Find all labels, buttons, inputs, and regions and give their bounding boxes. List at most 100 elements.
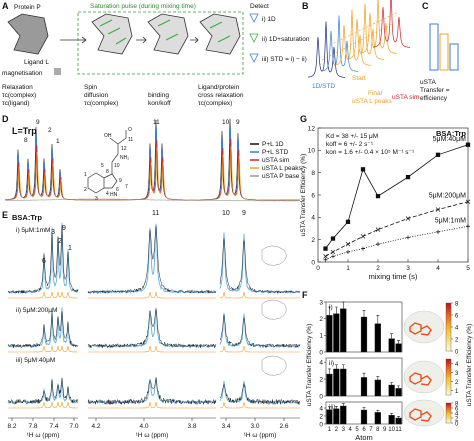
colorbar-tick-label: 2 [455,337,459,343]
colorbar-tick-label: 2 [455,416,459,422]
structure-label: 7 [125,184,128,190]
legend-label: P+L 1D [262,141,284,148]
x-tick-label: 3.0 [250,423,259,430]
label: magnetisation [2,70,43,77]
spectrum [219,291,300,299]
spectrum [320,15,358,72]
panel-sub-label: i) [329,304,333,311]
series-label: 5μM:1mM [435,217,466,224]
colorbar-tick-label: 2 [455,380,459,386]
structure-label: OH [104,133,112,139]
spectrum [87,223,217,295]
guide [321,11,399,61]
x-tick-label: 2.6 [279,423,288,430]
peak-label: 2 [58,238,62,245]
colorbar-tick-label: 6 [455,313,459,319]
colorbar [445,358,452,396]
x-axis-label: mixing time (s) [369,272,418,281]
label: τc(ligand) [2,100,30,107]
x-tick-label: 2 [376,265,380,272]
x-tick-label: 5 [466,265,470,272]
y-tick-label: 2 [319,413,323,420]
x-axis-label: ¹H ω (ppm) [244,432,277,439]
spectrum [88,291,216,299]
structure-label: O [128,127,132,133]
series-label: 5μM:40μM [433,136,467,143]
label: Transfer = [420,87,450,94]
y-tick-label: 4 [319,405,323,412]
peak-label: 9 [236,119,240,126]
x-tick-label: 2 [335,427,339,433]
marker [323,257,328,262]
label: 1D/STD [312,83,335,90]
x-tick-label: 10 [388,427,395,433]
bar [395,417,402,425]
spectrum [7,225,79,294]
label: cross relaxation [198,92,244,99]
spectrum [8,401,78,409]
y-tick-label: 0 [311,259,315,266]
colorbar [445,302,452,352]
colorbar [445,402,452,424]
spectrum [87,377,217,406]
spectrum [87,225,217,294]
marker [323,254,328,259]
bar [333,313,340,353]
colorbar-tick-label: 8 [455,401,459,407]
label: τc(complex) [84,100,118,107]
peak-label: 1 [68,245,72,252]
peak-label: 3 [51,229,55,236]
structure-label: 6 [116,187,119,193]
structure-label: 10 [114,163,120,169]
marker [346,249,350,254]
y-tick-label: 8 [311,170,315,177]
structure-label: 2 [84,187,87,193]
peak-label: 11 [153,119,160,126]
spectrum [7,307,79,348]
bar [360,377,368,397]
x-tick-label: 8 [376,427,380,433]
x-axis-label: Atom [355,433,373,441]
x-tick-label: 11 [395,427,402,433]
error-bar [341,403,345,406]
label: Ligand/protein [198,84,240,91]
colorbar-tick-label: 6 [455,406,459,412]
series-line [325,225,469,261]
x-tick-label: 7.0 [69,423,78,430]
label: τc(complex) [2,92,36,99]
protein-art [261,355,287,376]
error-bar [341,364,345,369]
error-bar [390,333,394,339]
peak-label: 2 [48,127,52,134]
error-bar [376,315,380,324]
peak-label: 10 [222,119,230,126]
bar [360,409,368,425]
spectrum [88,345,216,353]
trp-structure [87,130,127,194]
label: Final [368,90,383,97]
colorbar-tick-label: 4 [455,411,459,417]
spectrum [87,307,217,349]
error-bar [376,410,380,413]
spectrum [7,311,79,348]
bar [388,415,395,425]
panel-label: B [302,1,309,11]
y-tick-label: 6 [311,192,315,199]
y-tick-label: 1 [319,333,323,340]
spectrum [219,401,300,409]
marker [466,224,470,229]
marker [436,229,440,234]
x-tick-label: 5 [355,427,359,433]
x-axis-label: ¹H ω (ppm) [136,432,169,439]
error-bar [334,406,338,409]
marker [361,246,365,251]
x-tick-label: 8.2 [7,423,16,430]
legend-label: uSTA P base [262,173,300,180]
marker [360,167,366,172]
y-tick-label: 4 [319,360,323,367]
label: uSTA L peaks [352,98,392,105]
x-tick-label: 6 [362,427,366,433]
structure-label: HN [110,192,118,198]
error-bar [397,340,401,344]
marker [345,219,351,224]
